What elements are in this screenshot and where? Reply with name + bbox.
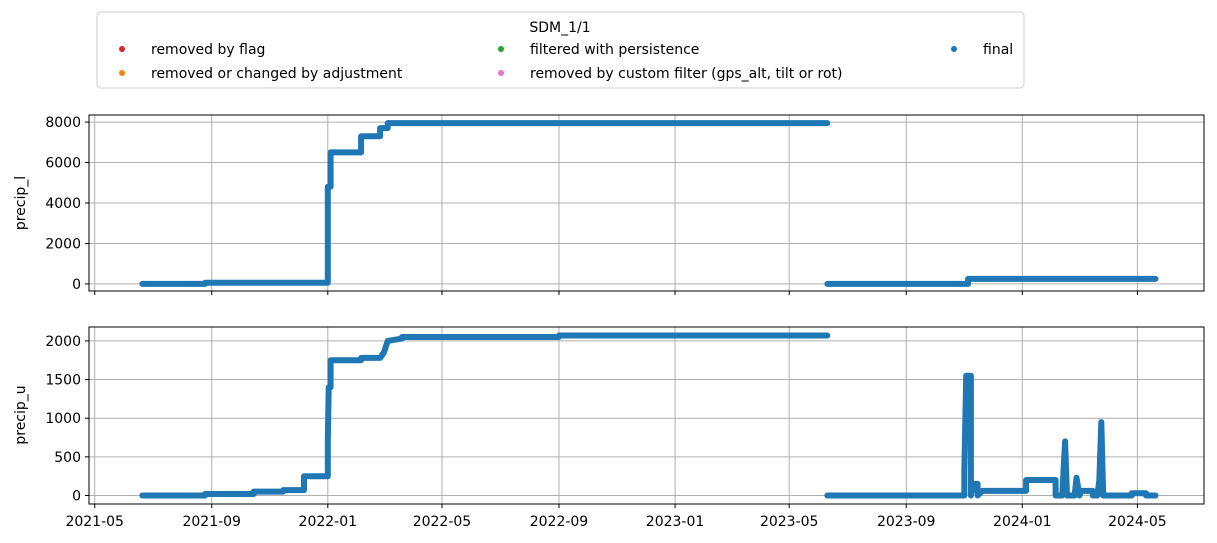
series-final-precip-l <box>139 120 1159 287</box>
y-tick-label: 500 <box>54 450 81 466</box>
series-final-trace <box>139 332 831 499</box>
x-tick-label: 2023-05 <box>760 514 819 530</box>
series-final-precip-u <box>139 332 1159 499</box>
y-tick-label: 4000 <box>45 196 81 212</box>
legend-label-custom-filter: removed by custom filter (gps_alt, tilt … <box>530 66 842 82</box>
x-tick-label: 2024-05 <box>1108 514 1167 530</box>
x-tick-label: 2022-09 <box>530 514 589 530</box>
x-tick-label: 2023-09 <box>877 514 936 530</box>
y-tick-label: 6000 <box>45 156 81 172</box>
y-tick-label: 0 <box>72 277 81 293</box>
legend-label-removed-by-flag: removed by flag <box>151 42 265 58</box>
y-tick-label: 2000 <box>45 334 81 350</box>
x-tick-label: 2021-05 <box>65 514 124 530</box>
legend-marker-custom-filter <box>498 70 504 76</box>
axes-frame-precip-u <box>88 326 1205 505</box>
legend-marker-final <box>951 46 957 52</box>
x-tick-label: 2022-01 <box>299 514 358 530</box>
series-final-trace <box>824 372 1159 499</box>
legend-label-removed-or-changed: removed or changed by adjustment <box>151 66 403 82</box>
legend-marker-removed-by-flag <box>119 46 125 52</box>
x-tick-label: 2024-01 <box>993 514 1052 530</box>
ylabel-precip-l: precip_l <box>13 176 29 230</box>
grid-precip-l <box>89 115 1204 291</box>
panel-precip-l: 0 2000 4000 6000 8000 precip_l <box>13 114 1205 295</box>
ticks-precip-u: 2021-05 2021-09 2022-01 2022-05 2022-09 2023-… <box>45 334 1166 530</box>
y-tick-label: 0 <box>72 488 81 504</box>
ylabel-precip-u: precip_u <box>13 385 29 444</box>
x-tick-label: 2023-01 <box>646 514 705 530</box>
series-final-trace <box>139 120 831 287</box>
legend: SDM_1/1 removed by flag removed or chang… <box>96 11 1025 89</box>
y-tick-label: 1500 <box>45 373 81 389</box>
legend-marker-filtered-persistence <box>498 46 504 52</box>
x-tick-label: 2021-09 <box>182 514 241 530</box>
y-tick-label: 1000 <box>45 411 81 427</box>
panel-precip-u: 2021-05 2021-09 2022-01 2022-05 2022-09 2023-… <box>13 326 1205 530</box>
legend-frame <box>96 11 1025 89</box>
legend-marker-removed-or-changed <box>119 70 125 76</box>
series-final-trace <box>824 275 1159 287</box>
y-tick-label: 2000 <box>45 236 81 252</box>
legend-title: SDM_1/1 <box>529 20 590 36</box>
legend-label-filtered-persistence: filtered with persistence <box>530 42 699 58</box>
x-tick-label: 2022-05 <box>413 514 472 530</box>
ticks-precip-l: 0 2000 4000 6000 8000 <box>45 115 1138 295</box>
legend-label-final: final <box>983 42 1013 58</box>
y-tick-label: 8000 <box>45 115 81 131</box>
